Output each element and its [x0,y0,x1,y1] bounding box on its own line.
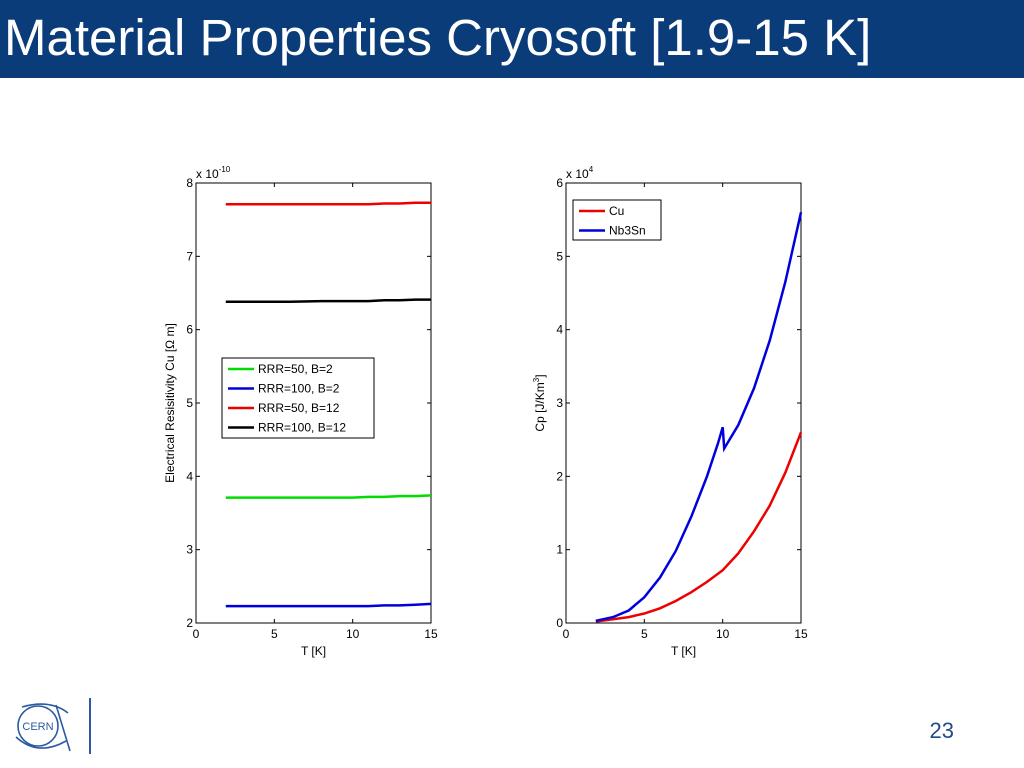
resistivity-legend: RRR=50, B=2 RRR=100, B=2 RRR=50, B=12 RRR=1… [221,357,375,439]
y-tick-label: 4 [186,469,193,483]
y-tick-label: 2 [556,469,563,483]
y-tick-label: 4 [556,323,563,337]
resistivity-chart: 0 5 10 15 2 3 4 5 6 7 8 x 10-10 T [K] Electrical R… [163,165,438,658]
x-tick-label: 5 [641,627,648,641]
legend-label: RRR=100, B=2 [258,382,340,396]
series-line-rrr-50-b-2 [225,494,432,499]
cern-logo-text: CERN [22,721,53,733]
page-number: 23 [929,718,954,743]
x-tick-label: 15 [794,627,808,641]
legend-label: RRR=100, B=12 [258,421,346,435]
y-tick-label: 2 [186,616,193,630]
resistivity-x-label: T [K] [301,644,326,658]
legend-label: Nb3Sn [609,224,646,238]
heat-capacity-plot-frame [565,182,802,624]
y-tick-label: 3 [186,543,193,557]
y-tick-label: 8 [186,176,193,190]
series-line-rrr-100-b-2 [225,602,432,608]
y-tick-label: 3 [556,396,563,410]
series-line-cu [595,431,803,623]
logo-divider [89,698,91,754]
heat-capacity-multiplier: x 104 [566,165,594,181]
legend-label: Cu [609,204,624,218]
x-tick-label: 0 [193,627,200,641]
cern-logo: CERN [15,703,71,752]
heat-capacity-legend: Cu Nb3Sn [572,199,662,241]
series-line-rrr-100-b-12 [225,298,431,304]
heat-capacity-x-label: T [K] [671,644,696,658]
y-tick-label: 1 [556,543,563,557]
legend-box [221,357,375,439]
x-tick-label: 0 [563,627,570,641]
slide-title: Material Properties Cryosoft [1.9-15 K] [4,9,872,66]
y-tick-label: 6 [186,323,193,337]
x-tick-label: 10 [346,627,360,641]
heat-capacity-chart: 0 5 10 15 0 1 2 3 4 5 6 x 104 T [K] Cp [J/Km3] Cu N… [532,165,808,658]
series-line-nb3sn [595,212,803,623]
legend-label: RRR=50, B=2 [258,362,333,376]
y-tick-label: 5 [186,396,193,410]
legend-label: RRR=50, B=12 [258,401,340,415]
title-bar [0,0,1024,78]
x-tick-label: 15 [424,627,438,641]
y-tick-label: 5 [556,249,563,263]
y-tick-label: 0 [556,616,563,630]
heat-capacity-y-label: Cp [J/Km3] [532,374,547,431]
y-tick-label: 7 [186,249,193,263]
legend-box [572,199,662,241]
x-tick-label: 10 [716,627,730,641]
series-line-rrr-50-b-12 [225,201,431,206]
resistivity-y-label: Electrical Resisitivity Cu [Ω m] [163,323,177,483]
y-tick-label: 6 [556,176,563,190]
x-tick-label: 5 [271,627,278,641]
resistivity-multiplier: x 10-10 [196,165,231,181]
